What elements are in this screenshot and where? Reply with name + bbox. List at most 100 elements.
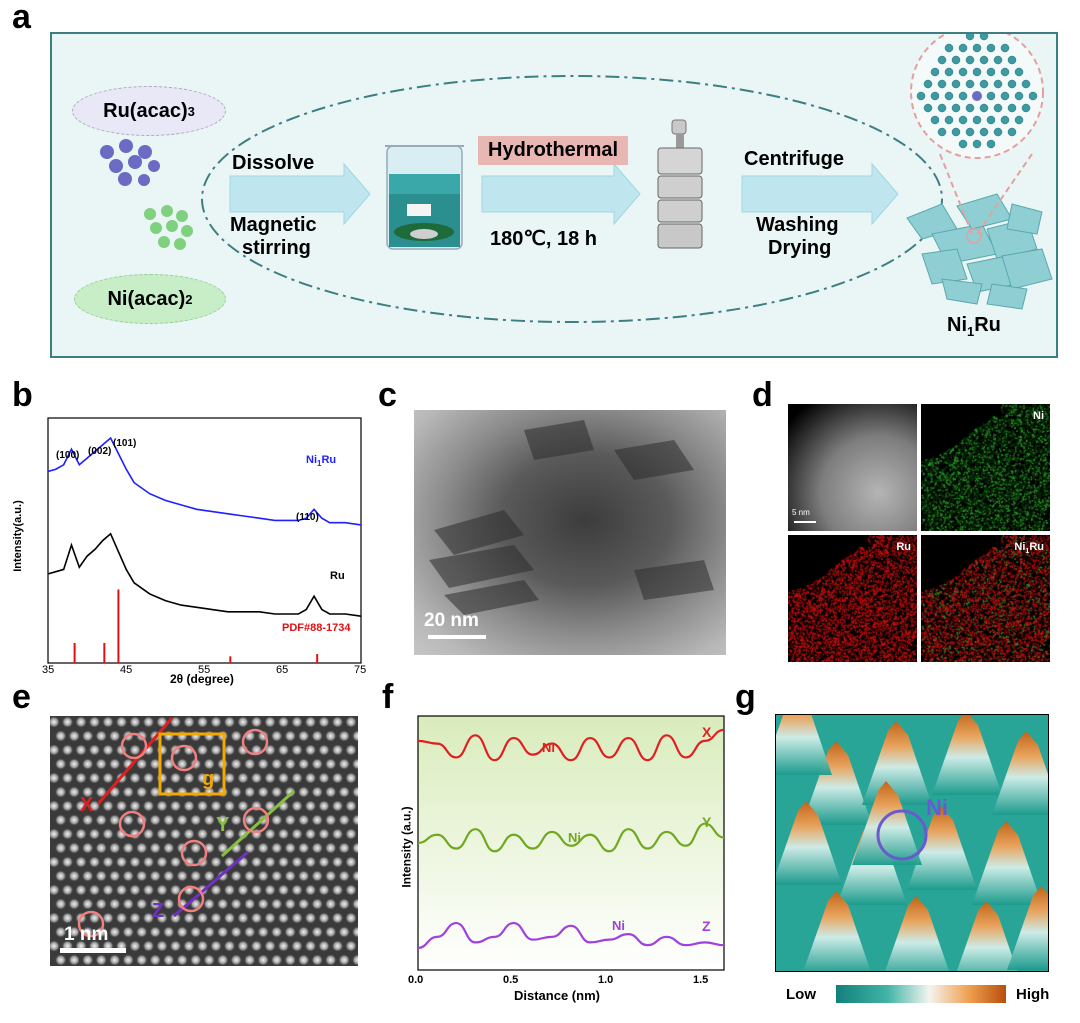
profile-label-z: Z	[702, 918, 711, 934]
stem-atom	[196, 716, 209, 728]
ru-precursor-pill: Ru(acac) 3	[72, 86, 226, 136]
stem-atom	[75, 828, 87, 840]
stem-atom	[277, 716, 290, 728]
lattice-atom	[986, 115, 996, 125]
ni-site-circle	[876, 809, 928, 861]
ni-atom-circles	[77, 728, 270, 938]
stem-atom	[311, 926, 324, 938]
stem-atom	[230, 814, 243, 826]
xrd-axes-frame	[47, 417, 362, 664]
xrd-xtick-75: 75	[354, 664, 367, 676]
stem-atom	[324, 814, 337, 826]
stem-atom	[81, 842, 94, 854]
stem-atom	[250, 856, 263, 868]
lattice-atom	[993, 127, 1003, 137]
lattice-atom	[979, 127, 989, 137]
autoclave-icon	[657, 119, 703, 249]
xrd-xtick-45: 45	[120, 664, 133, 676]
stem-atom	[169, 828, 182, 840]
lattice-atom	[1007, 79, 1017, 89]
ru-precursor-sub: 3	[187, 103, 195, 119]
lattice-atom	[930, 115, 940, 125]
stem-atom	[230, 870, 243, 882]
lattice-atom	[958, 115, 968, 125]
lattice-atom	[965, 79, 975, 89]
stem-lattice	[50, 716, 358, 966]
stem-atom	[156, 828, 168, 840]
stem-atom	[230, 758, 243, 770]
lattice-atom	[937, 55, 947, 65]
lattice-atom	[986, 43, 996, 53]
stem-atom	[122, 814, 135, 826]
stem-atom	[149, 954, 162, 966]
stem-atom	[75, 856, 87, 868]
stem-atom	[108, 954, 121, 966]
stem-atom	[95, 954, 108, 966]
stem-atom	[203, 814, 216, 826]
stem-atom	[95, 898, 108, 910]
stem-atom	[156, 744, 168, 756]
stem-atom	[331, 744, 344, 756]
stem-atom	[135, 898, 148, 910]
panel-label-b: b	[12, 376, 33, 414]
stem-atom	[156, 772, 168, 784]
stem-atom	[351, 786, 358, 798]
tem-image: 20 nm	[414, 410, 726, 655]
eds-merge-label: Ni1Ru	[1014, 541, 1044, 555]
stem-atom	[216, 926, 229, 938]
stem-atom	[129, 912, 141, 924]
stem-atom	[122, 842, 135, 854]
stem-atom	[237, 940, 249, 952]
lattice-atom	[986, 91, 996, 101]
stem-atom	[264, 828, 276, 840]
step-washing: Washing	[756, 214, 839, 236]
stem-atom	[304, 940, 317, 952]
stem-atom	[311, 786, 324, 798]
synthesis-scheme-panel: Ru(acac) 3 Ni(acac) 2 Dissolve Magnetic st…	[50, 32, 1058, 358]
xrd-peak-110: (110)	[296, 512, 319, 523]
stem-atom	[223, 828, 236, 840]
ru-precursor-particles	[100, 139, 160, 186]
stem-atom	[304, 716, 317, 728]
stem-atom	[345, 772, 357, 784]
stem-atom	[351, 814, 358, 826]
stem-atom	[257, 954, 270, 966]
stem-atom	[338, 758, 351, 770]
lattice-atom	[979, 103, 989, 113]
stem-atom	[210, 772, 222, 784]
stem-atom	[115, 856, 128, 868]
stem-atom	[264, 912, 276, 924]
stem-atom	[210, 800, 222, 812]
profile-ni-y: Ni	[568, 830, 581, 845]
stem-atom	[216, 814, 229, 826]
stem-atom	[284, 898, 297, 910]
stem-atom	[135, 926, 148, 938]
stem-atom	[122, 954, 135, 966]
stem-label-y: Y	[216, 814, 230, 836]
stem-atom	[102, 716, 114, 728]
stem-atom	[250, 772, 263, 784]
stem-atom	[297, 954, 310, 966]
stem-atom	[264, 856, 276, 868]
stem-atom	[75, 772, 87, 784]
stem-atom	[223, 940, 236, 952]
stem-atom	[183, 940, 195, 952]
surface-peak	[972, 821, 1042, 905]
stem-atom	[216, 898, 229, 910]
stem-atom	[102, 800, 114, 812]
panel-label-d: d	[752, 376, 773, 414]
surface-peaks	[776, 715, 1048, 971]
stem-atom	[50, 744, 60, 756]
surface-peak	[776, 715, 832, 775]
line-x	[96, 717, 174, 805]
lattice-atom	[993, 79, 1003, 89]
stem-atom	[237, 716, 249, 728]
eds-ru-canvas	[788, 535, 917, 662]
stem-atom	[277, 744, 290, 756]
stem-atom	[351, 758, 358, 770]
lattice-atom	[972, 43, 982, 53]
stem-atom	[54, 926, 67, 938]
stem-atom	[304, 744, 317, 756]
stem-atom	[291, 744, 303, 756]
stem-atom	[291, 800, 303, 812]
